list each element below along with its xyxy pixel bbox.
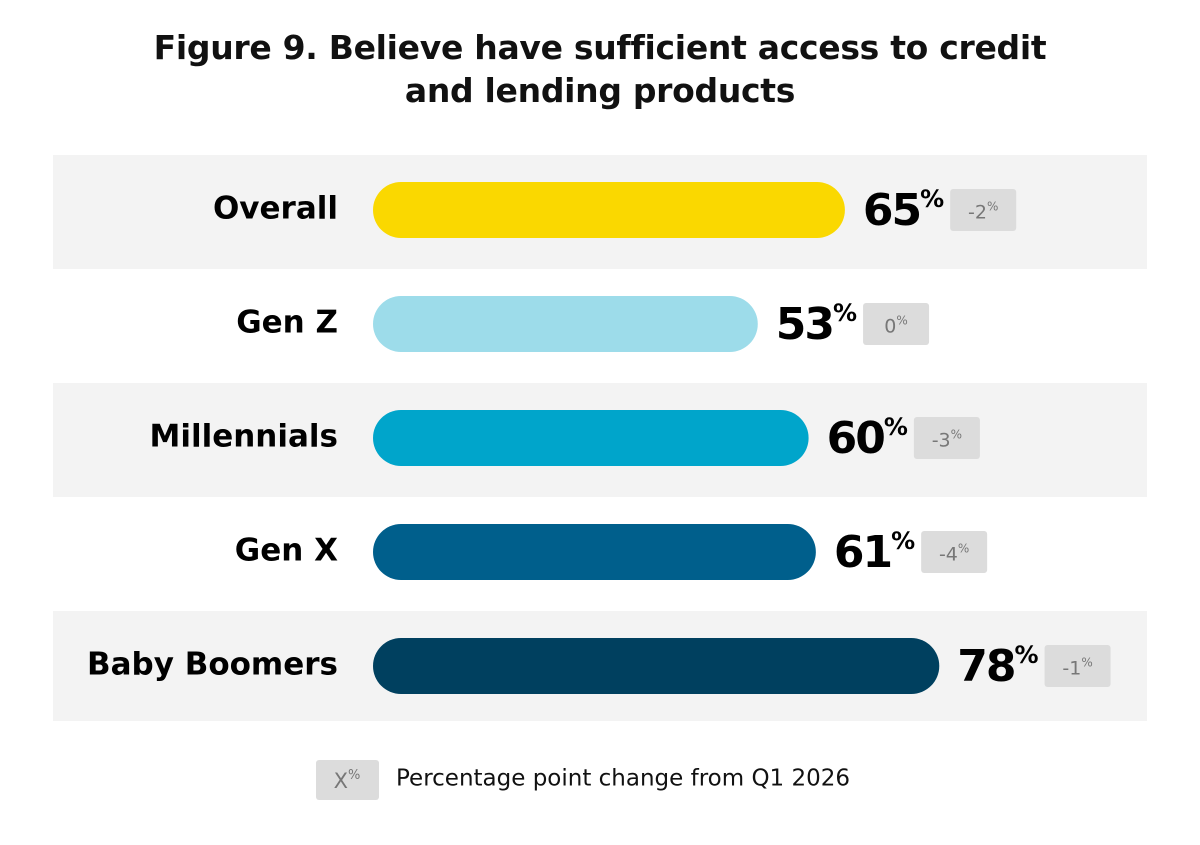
- chart-title: Figure 9. Believe have sufficient access…: [153, 28, 1047, 110]
- category-label: Baby Boomers: [87, 647, 338, 683]
- value-label: 61%: [834, 527, 915, 578]
- change-badge: [1044, 645, 1111, 687]
- category-label: Gen X: [235, 533, 338, 569]
- change-badge: [863, 303, 930, 345]
- change-badge: [950, 189, 1017, 231]
- value-label: 53%: [776, 299, 857, 350]
- legend-badge: [316, 760, 379, 800]
- bar: [373, 638, 940, 694]
- change-badge: [913, 417, 980, 459]
- category-label: Overall: [213, 191, 338, 227]
- change-badge: [921, 531, 988, 573]
- bar: [373, 410, 809, 466]
- bar: [373, 296, 758, 352]
- bar: [373, 524, 816, 580]
- bar: [373, 182, 845, 238]
- category-label: Millennials: [149, 419, 338, 455]
- value-label: 78%: [957, 641, 1038, 692]
- category-label: Gen Z: [236, 305, 338, 341]
- legend-label: Percentage point change from Q1 2026: [396, 766, 850, 792]
